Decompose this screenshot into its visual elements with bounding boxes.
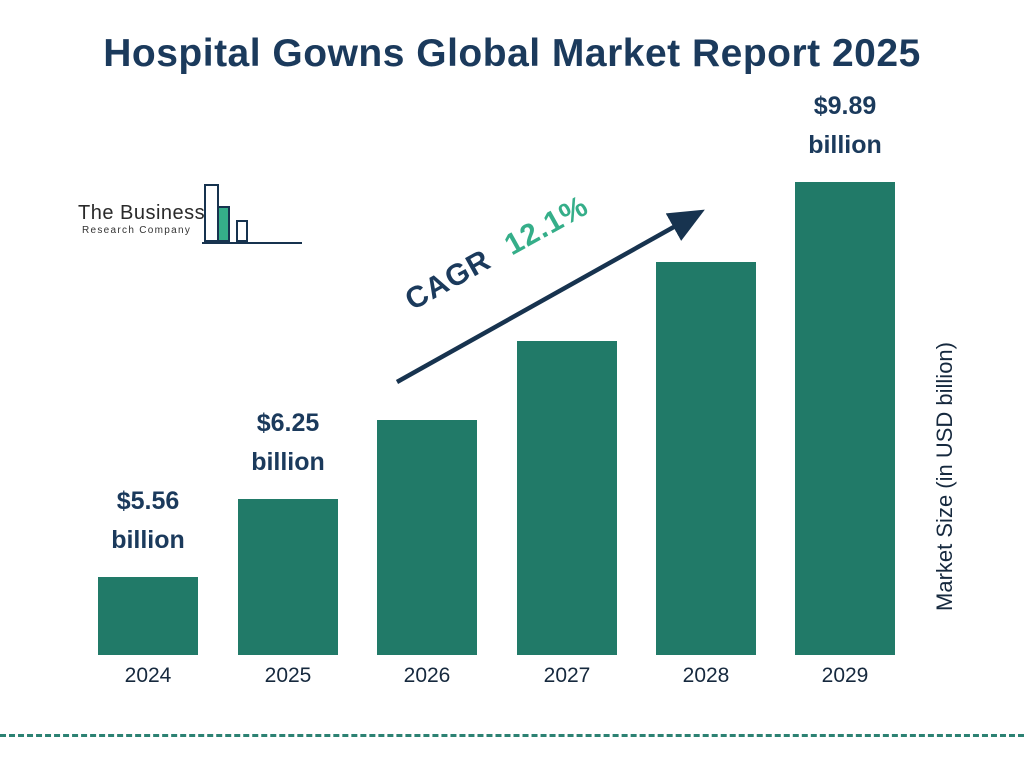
bar-2026: [377, 420, 477, 655]
bar-2027: [517, 341, 617, 655]
bar-2028: [656, 262, 756, 655]
x-label-2025: 2025: [264, 664, 312, 687]
logo-bar-green: [219, 206, 230, 242]
bar-2024: [98, 577, 198, 655]
value-line1: $5.56: [116, 487, 180, 515]
page-title: Hospital Gowns Global Market Report 2025: [103, 32, 921, 75]
bar-value-label: $6.25 billion: [251, 404, 325, 482]
bar-value-label: $9.89 billion: [808, 87, 882, 165]
y-axis-label: Market Size (in USD billion): [932, 342, 957, 611]
logo-baseline: [202, 242, 302, 244]
value-line2: billion: [251, 448, 325, 476]
value-line1: $6.25: [256, 409, 320, 437]
bar-column-2026: [377, 420, 477, 655]
bar-2029: [795, 182, 895, 655]
logo-barchart-icon: [202, 180, 302, 244]
bottom-dashed-divider: [0, 734, 1024, 737]
bar-value-label: $5.56 billion: [111, 482, 185, 560]
bar-2025: [238, 499, 338, 655]
value-line1: $9.89: [813, 92, 877, 120]
value-line2: billion: [808, 131, 882, 159]
bar-column-2029: $9.89 billion: [795, 87, 895, 655]
logo-bar-outline-tall: [204, 184, 219, 242]
company-logo: The Business Research Company: [78, 180, 302, 246]
logo-text-line1: The Business: [78, 202, 206, 224]
x-label-2026: 2026: [403, 664, 451, 687]
growth-arrow: [395, 209, 705, 384]
bar-column-2024: $5.56 billion: [98, 482, 198, 655]
bar-column-2028: [656, 262, 756, 655]
bar-column-2025: $6.25 billion: [238, 404, 338, 655]
x-label-2029: 2029: [821, 664, 869, 687]
x-label-2027: 2027: [543, 664, 591, 687]
value-line2: billion: [111, 526, 185, 554]
x-label-2028: 2028: [682, 664, 730, 687]
x-label-2024: 2024: [124, 664, 172, 687]
logo-bar-outline-short: [236, 220, 248, 242]
logo-text-line2: Research Company: [82, 225, 192, 236]
bar-column-2027: [517, 341, 617, 655]
